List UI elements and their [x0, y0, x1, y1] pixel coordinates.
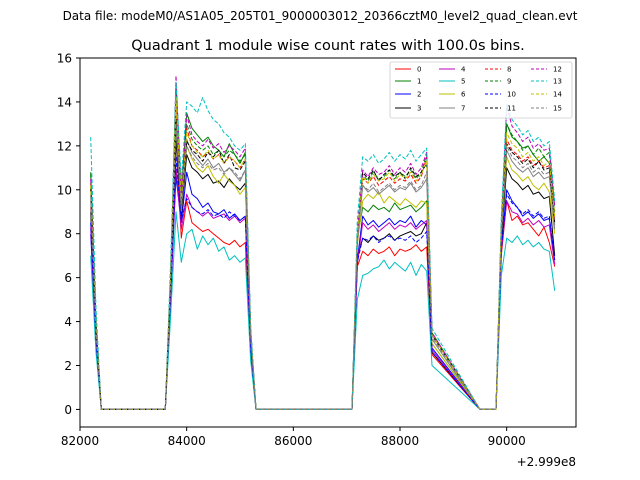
legend-label-1: 1 [417, 78, 421, 86]
series-line-12 [90, 75, 556, 410]
series-line-14 [90, 97, 556, 410]
legend-label-14: 14 [553, 91, 562, 99]
series-line-15 [90, 123, 556, 410]
legend-label-15: 15 [553, 105, 562, 113]
chart-title: Quadrant 1 module wise count rates with … [131, 38, 525, 54]
legend-box [389, 61, 573, 119]
axes-frame [79, 57, 577, 428]
y-axis: 0 2 4 6 8 10 12 14 16 [57, 52, 80, 417]
y-tick-label: 8 [64, 227, 72, 241]
x-tick-label: 86000 [274, 434, 312, 448]
legend-label-2: 2 [417, 91, 421, 99]
series-line-2 [90, 171, 556, 410]
legend-label-9: 9 [507, 78, 511, 86]
series-line-4 [90, 167, 556, 410]
legend-label-11: 11 [507, 105, 516, 113]
legend-label-7: 7 [461, 105, 465, 113]
legend-label-10: 10 [507, 91, 516, 99]
plot-area [90, 75, 556, 410]
series-line-13 [90, 81, 556, 410]
series-line-11 [90, 119, 556, 410]
y-tick-label: 12 [57, 139, 72, 153]
y-tick-label: 10 [57, 183, 72, 197]
legend-label-4: 4 [461, 66, 466, 74]
x-offset-label: +2.999e8 [517, 455, 576, 469]
legend-label-12: 12 [553, 66, 562, 74]
x-tick-label: 90000 [488, 434, 526, 448]
y-tick-label: 2 [64, 359, 72, 373]
x-axis: 82000 84000 86000 88000 90000 [61, 427, 526, 448]
legend-label-8: 8 [507, 66, 511, 74]
legend-label-3: 3 [417, 105, 421, 113]
legend-label-0: 0 [417, 66, 421, 74]
legend-label-6: 6 [461, 91, 466, 99]
y-tick-label: 14 [57, 95, 72, 109]
x-tick-label: 84000 [168, 434, 206, 448]
y-tick-label: 16 [57, 52, 72, 66]
legend-label-13: 13 [553, 78, 562, 86]
legend-label-5: 5 [461, 78, 465, 86]
series-line-3 [90, 138, 556, 410]
chart-suptitle: Data file: modeM0/AS1A05_205T01_90000030… [63, 9, 578, 23]
y-tick-label: 4 [64, 315, 72, 329]
y-tick-label: 6 [64, 271, 72, 285]
x-tick-label: 88000 [381, 434, 419, 448]
series-line-5 [90, 211, 556, 410]
x-tick-label: 82000 [61, 434, 99, 448]
series-line-10 [90, 156, 556, 410]
y-tick-label: 0 [64, 403, 72, 417]
